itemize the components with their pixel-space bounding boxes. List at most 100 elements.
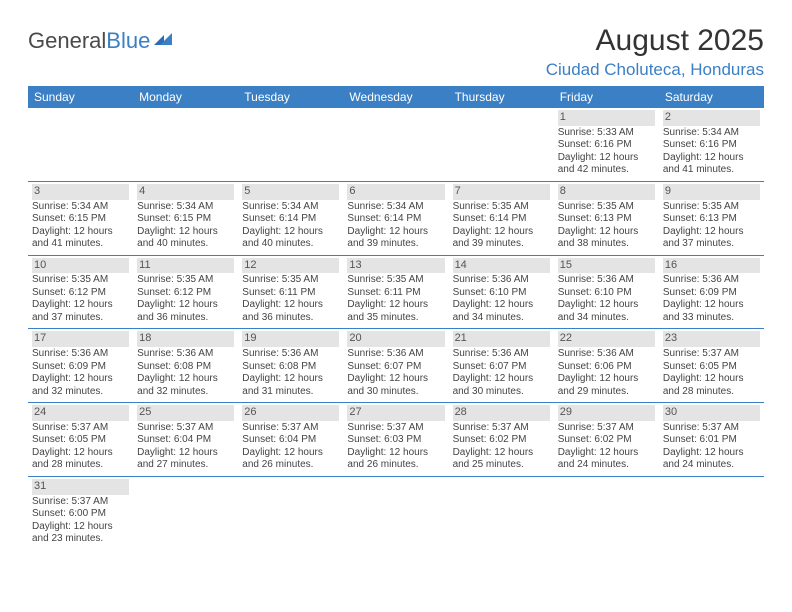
cell-text: Daylight: 12 hours xyxy=(558,299,655,312)
cell-text: Sunset: 6:08 PM xyxy=(137,361,234,374)
cell-text: and 30 minutes. xyxy=(347,386,444,399)
calendar-cell: 10Sunrise: 5:35 AMSunset: 6:12 PMDayligh… xyxy=(28,255,133,329)
cell-text: and 26 minutes. xyxy=(347,459,444,472)
calendar-cell: 19Sunrise: 5:36 AMSunset: 6:08 PMDayligh… xyxy=(238,329,343,403)
day-number: 16 xyxy=(663,258,760,274)
cell-text: Sunset: 6:14 PM xyxy=(242,213,339,226)
calendar-cell: 11Sunrise: 5:35 AMSunset: 6:12 PMDayligh… xyxy=(133,255,238,329)
calendar-cell: 27Sunrise: 5:37 AMSunset: 6:03 PMDayligh… xyxy=(343,403,448,477)
cell-text: Sunset: 6:14 PM xyxy=(453,213,550,226)
cell-text: Sunrise: 5:37 AM xyxy=(347,422,444,435)
day-number: 24 xyxy=(32,405,129,421)
cell-text: and 23 minutes. xyxy=(32,533,129,546)
cell-text: Daylight: 12 hours xyxy=(453,373,550,386)
cell-text: Sunrise: 5:34 AM xyxy=(137,201,234,214)
calendar-cell: 20Sunrise: 5:36 AMSunset: 6:07 PMDayligh… xyxy=(343,329,448,403)
day-number: 9 xyxy=(663,184,760,200)
cell-text: Sunset: 6:13 PM xyxy=(663,213,760,226)
cell-text: Sunrise: 5:37 AM xyxy=(32,422,129,435)
cell-text: Sunset: 6:12 PM xyxy=(137,287,234,300)
calendar-table: Sunday Monday Tuesday Wednesday Thursday… xyxy=(28,86,764,550)
cell-text: Daylight: 12 hours xyxy=(558,447,655,460)
cell-text: Daylight: 12 hours xyxy=(347,447,444,460)
cell-text: and 36 minutes. xyxy=(242,312,339,325)
day-number: 7 xyxy=(453,184,550,200)
cell-text: and 34 minutes. xyxy=(453,312,550,325)
day-number: 30 xyxy=(663,405,760,421)
cell-text: Sunset: 6:00 PM xyxy=(32,508,129,521)
calendar-cell: 3Sunrise: 5:34 AMSunset: 6:15 PMDaylight… xyxy=(28,181,133,255)
calendar-cell: 14Sunrise: 5:36 AMSunset: 6:10 PMDayligh… xyxy=(449,255,554,329)
calendar-row: 1Sunrise: 5:33 AMSunset: 6:16 PMDaylight… xyxy=(28,108,764,181)
col-sunday: Sunday xyxy=(28,86,133,108)
cell-text: Sunset: 6:11 PM xyxy=(242,287,339,300)
calendar-cell xyxy=(238,476,343,549)
cell-text: Sunrise: 5:35 AM xyxy=(242,274,339,287)
calendar-cell xyxy=(238,108,343,181)
day-number: 11 xyxy=(137,258,234,274)
title-block: August 2025 Ciudad Choluteca, Honduras xyxy=(546,24,764,80)
day-number: 14 xyxy=(453,258,550,274)
cell-text: Sunrise: 5:34 AM xyxy=(242,201,339,214)
cell-text: Daylight: 12 hours xyxy=(347,226,444,239)
calendar-cell xyxy=(449,108,554,181)
cell-text: Daylight: 12 hours xyxy=(558,152,655,165)
cell-text: Sunrise: 5:37 AM xyxy=(663,348,760,361)
cell-text: Daylight: 12 hours xyxy=(32,226,129,239)
cell-text: Sunrise: 5:34 AM xyxy=(663,127,760,140)
calendar-cell: 16Sunrise: 5:36 AMSunset: 6:09 PMDayligh… xyxy=(659,255,764,329)
calendar-cell: 13Sunrise: 5:35 AMSunset: 6:11 PMDayligh… xyxy=(343,255,448,329)
flag-icon xyxy=(154,31,174,52)
cell-text: Sunset: 6:15 PM xyxy=(32,213,129,226)
calendar-cell: 8Sunrise: 5:35 AMSunset: 6:13 PMDaylight… xyxy=(554,181,659,255)
cell-text: Daylight: 12 hours xyxy=(32,521,129,534)
day-number: 6 xyxy=(347,184,444,200)
cell-text: Sunrise: 5:37 AM xyxy=(137,422,234,435)
cell-text: and 34 minutes. xyxy=(558,312,655,325)
header-row: Sunday Monday Tuesday Wednesday Thursday… xyxy=(28,86,764,108)
cell-text: Daylight: 12 hours xyxy=(137,373,234,386)
day-number: 13 xyxy=(347,258,444,274)
cell-text: and 39 minutes. xyxy=(453,238,550,251)
calendar-cell: 31Sunrise: 5:37 AMSunset: 6:00 PMDayligh… xyxy=(28,476,133,549)
cell-text: and 32 minutes. xyxy=(137,386,234,399)
cell-text: and 42 minutes. xyxy=(558,164,655,177)
calendar-cell xyxy=(659,476,764,549)
cell-text: Sunrise: 5:36 AM xyxy=(242,348,339,361)
cell-text: Sunset: 6:08 PM xyxy=(242,361,339,374)
cell-text: Sunset: 6:09 PM xyxy=(663,287,760,300)
calendar-cell xyxy=(554,476,659,549)
cell-text: and 37 minutes. xyxy=(663,238,760,251)
logo: General Blue xyxy=(28,28,174,54)
location: Ciudad Choluteca, Honduras xyxy=(546,60,764,80)
cell-text: Sunrise: 5:36 AM xyxy=(453,274,550,287)
calendar-cell: 12Sunrise: 5:35 AMSunset: 6:11 PMDayligh… xyxy=(238,255,343,329)
cell-text: Sunrise: 5:36 AM xyxy=(663,274,760,287)
cell-text: Sunset: 6:02 PM xyxy=(558,434,655,447)
cell-text: Sunrise: 5:36 AM xyxy=(453,348,550,361)
cell-text: and 41 minutes. xyxy=(32,238,129,251)
cell-text: and 36 minutes. xyxy=(137,312,234,325)
cell-text: Sunrise: 5:35 AM xyxy=(663,201,760,214)
cell-text: Sunrise: 5:35 AM xyxy=(453,201,550,214)
cell-text: and 29 minutes. xyxy=(558,386,655,399)
cell-text: and 28 minutes. xyxy=(32,459,129,472)
cell-text: Daylight: 12 hours xyxy=(558,373,655,386)
cell-text: Sunrise: 5:34 AM xyxy=(347,201,444,214)
calendar-cell xyxy=(133,108,238,181)
cell-text: Sunrise: 5:37 AM xyxy=(242,422,339,435)
calendar-cell: 5Sunrise: 5:34 AMSunset: 6:14 PMDaylight… xyxy=(238,181,343,255)
cell-text: Sunset: 6:07 PM xyxy=(453,361,550,374)
cell-text: and 39 minutes. xyxy=(347,238,444,251)
cell-text: Daylight: 12 hours xyxy=(453,299,550,312)
day-number: 28 xyxy=(453,405,550,421)
day-number: 25 xyxy=(137,405,234,421)
day-number: 31 xyxy=(32,479,129,495)
cell-text: and 37 minutes. xyxy=(32,312,129,325)
calendar-row: 31Sunrise: 5:37 AMSunset: 6:00 PMDayligh… xyxy=(28,476,764,549)
cell-text: Sunrise: 5:37 AM xyxy=(453,422,550,435)
calendar-cell: 24Sunrise: 5:37 AMSunset: 6:05 PMDayligh… xyxy=(28,403,133,477)
cell-text: and 24 minutes. xyxy=(663,459,760,472)
month-title: August 2025 xyxy=(546,24,764,58)
cell-text: Sunset: 6:04 PM xyxy=(137,434,234,447)
